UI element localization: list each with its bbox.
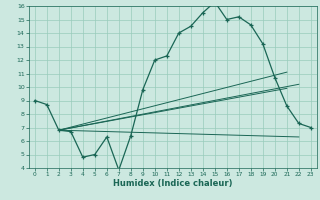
X-axis label: Humidex (Indice chaleur): Humidex (Indice chaleur) [113, 179, 233, 188]
